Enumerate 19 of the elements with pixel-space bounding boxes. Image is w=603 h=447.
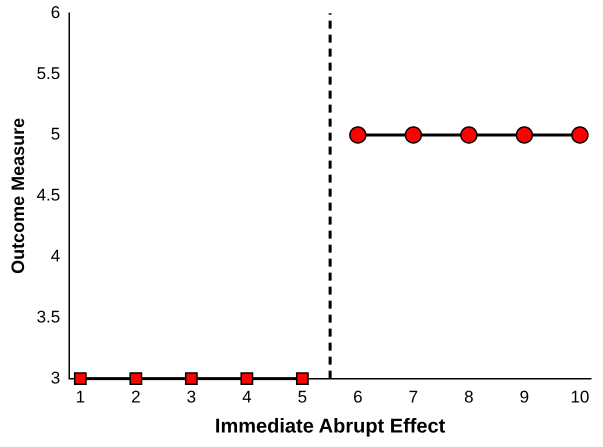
y-tick-label: 4.5 <box>36 186 60 205</box>
x-tick-label: 10 <box>570 387 590 406</box>
y-tick-label: 6 <box>50 2 60 22</box>
y-tick-label: 5 <box>50 124 60 144</box>
x-tick-label: 5 <box>298 387 308 406</box>
y-axis-title: Outcome Measure <box>8 118 28 274</box>
y-tick-label: 4 <box>50 246 60 266</box>
x-tick-label: 7 <box>408 387 418 406</box>
y-tick-label: 5.5 <box>36 64 60 83</box>
x-axis-title: Immediate Abrupt Effect <box>214 416 446 438</box>
x-tick-label: 4 <box>242 387 252 406</box>
x-tick-label: 6 <box>353 387 363 406</box>
x-tick-label: 8 <box>464 387 474 406</box>
y-tick-label: 3.5 <box>36 307 60 326</box>
x-tick-label: 1 <box>76 387 86 406</box>
x-tick-label: 2 <box>131 387 141 406</box>
x-tick-label: 3 <box>186 387 196 406</box>
x-tick-label: 9 <box>520 387 530 406</box>
y-tick-label: 3 <box>50 368 60 388</box>
